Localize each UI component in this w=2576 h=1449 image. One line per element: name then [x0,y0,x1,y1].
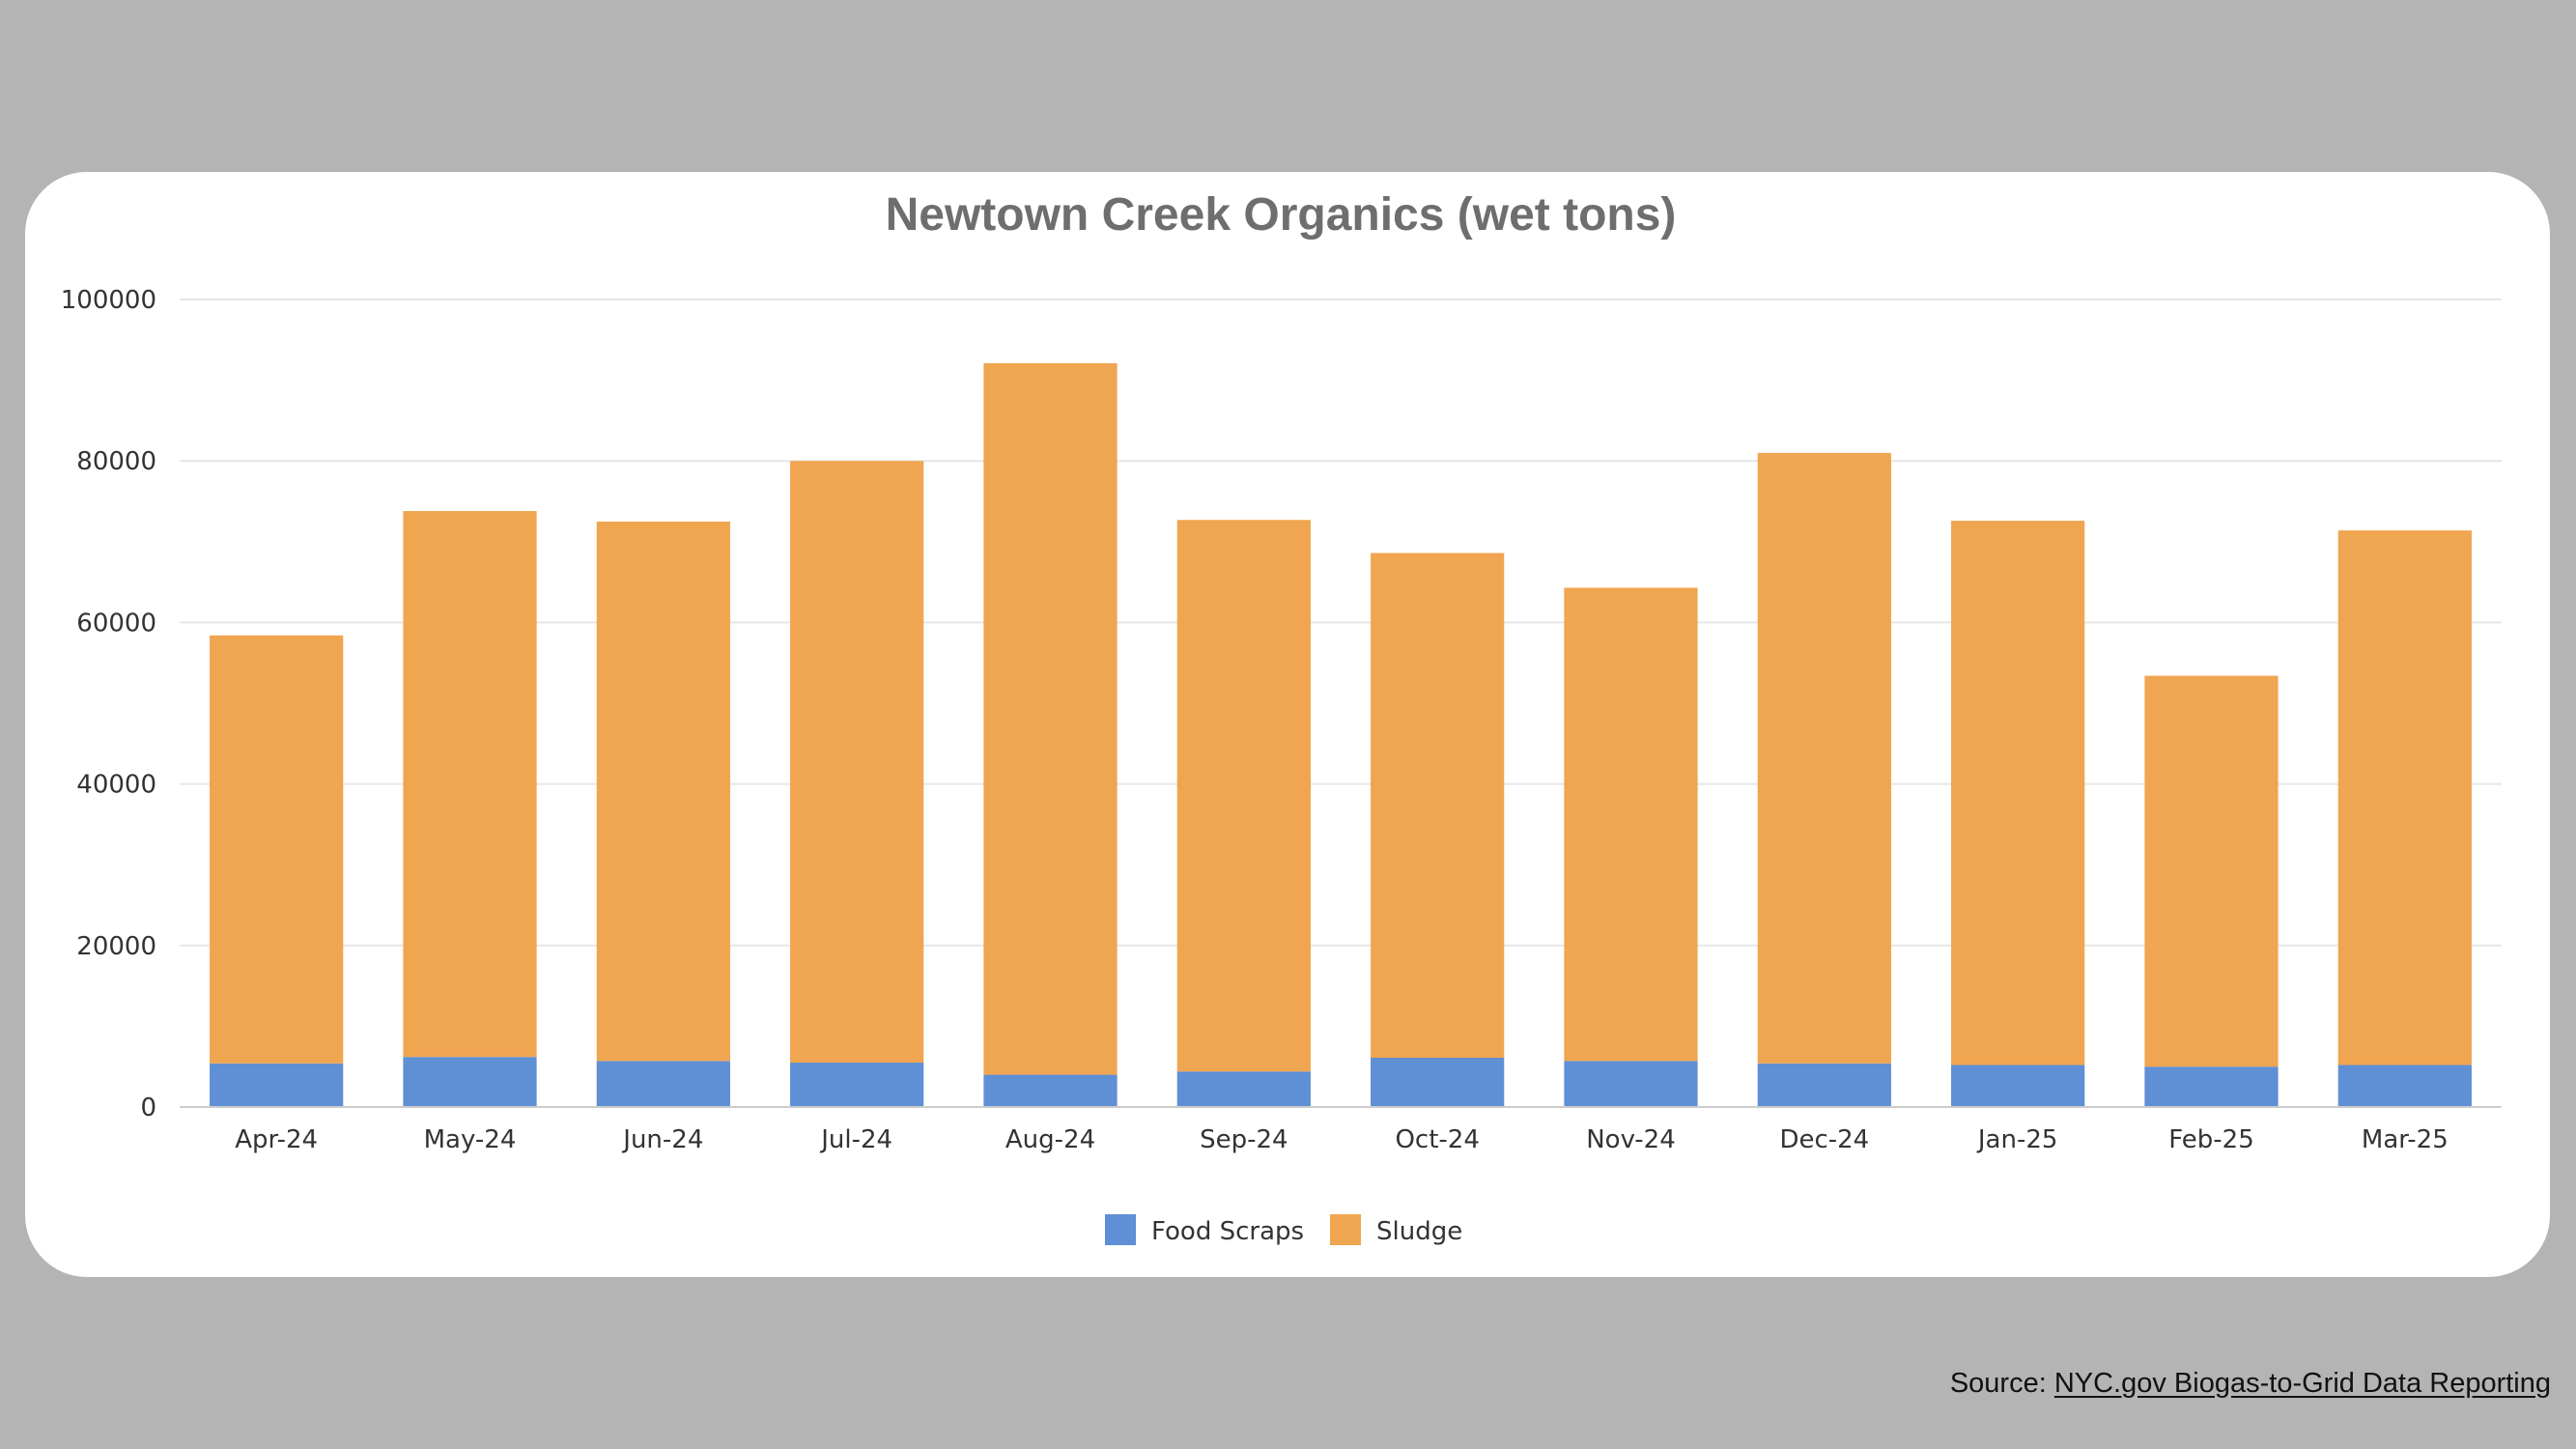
bar-sludge[interactable] [596,521,730,1062]
bar-food-scraps[interactable] [1564,1061,1698,1107]
x-tick-label: Feb-25 [2168,1125,2254,1154]
x-tick-label: Apr-24 [235,1125,318,1154]
y-tick-label: 100000 [61,286,156,315]
x-tick-label: Mar-25 [2362,1125,2449,1154]
bar-sludge[interactable] [1757,452,1891,1064]
source-link[interactable]: NYC.gov Biogas-to-Grid Data Reporting [2053,1368,2551,1399]
bar-sludge[interactable] [1564,587,1698,1062]
y-tick-label: 0 [140,1094,156,1122]
y-tick-label: 60000 [76,609,156,638]
chart-title: Newtown Creek Organics (wet tons) [886,189,1677,241]
x-tick-label: May-24 [424,1125,517,1154]
bar-food-scraps[interactable] [790,1063,924,1107]
bars-layer [210,363,2472,1107]
chart-svg: Newtown Creek Organics (wet tons) 0 20000… [61,189,2502,1246]
bar-food-scraps[interactable] [1371,1058,1505,1107]
bar-food-scraps[interactable] [210,1063,344,1107]
x-tick-label: Aug-24 [1005,1125,1095,1154]
bar-food-scraps[interactable] [2144,1066,2279,1107]
x-tick-label: Jan-25 [1976,1125,2058,1154]
legend-swatch [1105,1214,1136,1245]
source-note: Source: NYC.gov Biogas-to-Grid Data Repo… [1950,1368,2551,1400]
legend-label: Sludge [1376,1217,1462,1246]
bar-food-scraps[interactable] [2337,1065,2472,1107]
bar-sludge[interactable] [403,511,537,1058]
bar-food-scraps[interactable] [1757,1063,1891,1107]
x-tick-label: Sep-24 [1200,1125,1288,1154]
bar-sludge[interactable] [1951,521,2085,1065]
x-tick-label: Oct-24 [1395,1125,1479,1154]
bar-sludge[interactable] [2144,675,2279,1067]
bar-sludge[interactable] [790,461,924,1064]
legend-swatch [1330,1214,1361,1245]
bar-sludge[interactable] [1371,553,1505,1059]
bar-sludge[interactable] [2337,530,2472,1065]
x-tick-label: Dec-24 [1779,1125,1869,1154]
x-tick-label: Nov-24 [1586,1125,1676,1154]
bar-sludge[interactable] [1176,520,1311,1072]
x-tick-label: Jul-24 [819,1125,892,1154]
bar-food-scraps[interactable] [983,1074,1118,1107]
bar-food-scraps[interactable] [1176,1071,1311,1107]
y-tick-label: 40000 [76,771,156,800]
chart-card: Newtown Creek Organics (wet tons) 0 20000… [25,172,2550,1277]
x-tick-label: Jun-24 [621,1125,703,1154]
bar-food-scraps[interactable] [1951,1065,2085,1107]
legend-label: Food Scraps [1151,1217,1304,1246]
grid-layer [180,298,2502,947]
y-tick-label: 20000 [76,932,156,961]
source-prefix: Source: [1949,1368,2054,1399]
bar-sludge[interactable] [983,363,1118,1075]
bar-food-scraps[interactable] [596,1061,730,1107]
bar-food-scraps[interactable] [403,1057,537,1107]
legend: Food Scraps Sludge [1105,1214,1462,1246]
bar-sludge[interactable] [210,635,344,1064]
y-tick-label: 80000 [76,447,156,476]
axis-layer: 0 20000 40000 60000 80000 100000 Apr-24 May-24 J… [61,286,2502,1154]
